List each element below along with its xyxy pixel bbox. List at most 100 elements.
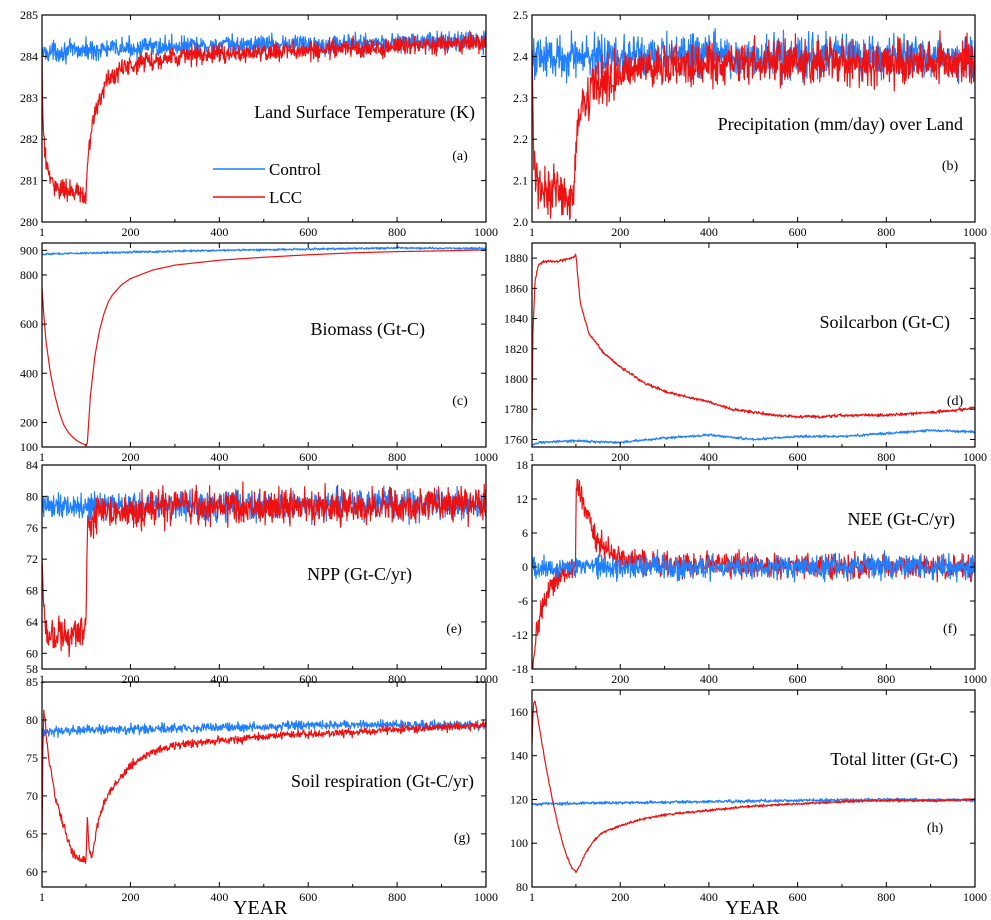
y-tick-label: 60 [26,646,38,660]
y-tick-label: 285 [20,8,38,22]
y-tick-label: 2.5 [513,8,528,22]
series-line-lcc [42,249,486,446]
y-tick-label: 1840 [504,312,528,326]
panel-label: (b) [942,159,959,174]
panel-label: (f) [943,622,957,637]
panel-title: Soil respiration (Gt-C/yr) [291,771,474,792]
x-tick-label: 800 [877,450,895,464]
x-tick-label: 1000 [474,890,498,904]
y-tick-label: 282 [20,132,38,146]
y-tick-label: 900 [20,243,38,257]
y-tick-label: 84 [26,458,38,472]
x-tick-label: 600 [299,890,317,904]
y-tick-label: 2.0 [513,215,528,229]
x-tick-label: 600 [299,225,317,239]
y-tick-label: 80 [26,489,38,503]
y-tick-label: 1800 [504,372,528,386]
x-tick-label: 400 [210,890,228,904]
series-group [532,478,975,669]
panel-label: (h) [927,821,944,836]
y-tick-label: 0 [522,560,528,574]
y-tick-label: 600 [20,317,38,331]
x-tick-label: 1000 [474,225,498,239]
series-line-control [42,30,486,65]
x-tick-label: 400 [700,225,718,239]
x-tick-label: 1000 [963,890,987,904]
panel-title: Precipitation (mm/day) over Land [718,114,963,135]
y-tick-label: 2.3 [513,91,528,105]
panel-b: 1 200 400 600 800 1000 2.0 2.1 2.2 2.3 2.4 2.5 Preci… [513,8,987,239]
x-tick-label: 1000 [963,672,987,686]
x-tick-label: 1000 [963,450,987,464]
x-tick-label: 800 [877,225,895,239]
x-tick-label: 600 [789,890,807,904]
x-tick-label: 1 [529,450,535,464]
x-tick-label: 1 [39,450,45,464]
y-tick-label: 283 [20,91,38,105]
x-tick-label: 400 [700,450,718,464]
y-tick-label: 160 [510,705,528,719]
x-tick-label: 1 [39,890,45,904]
x-tick-label: 200 [121,225,139,239]
panel-title: Total litter (Gt-C) [830,749,958,770]
series-line-lcc [42,709,486,864]
panel-d: 1 200 400 600 800 1000 1760 1780 1800 1820 1840 186… [504,242,987,464]
y-tick-label: 200 [20,415,38,429]
series-group [532,27,975,221]
panel-label: (a) [452,149,468,164]
y-tick-label: 1880 [504,251,528,265]
x-tick-label: 1 [39,225,45,239]
y-tick-label: 281 [20,174,38,188]
panel-f: 1 200 400 600 800 1000 -18 -12 -6 0 6 12 18 NEE (Gt-C… [512,458,987,686]
panel-label: (d) [947,394,964,409]
x-tick-label: 400 [210,450,228,464]
y-tick-label: 80 [516,880,528,894]
y-tick-label: 1780 [504,402,528,416]
series-group [42,30,486,205]
x-tick-label: 200 [611,225,629,239]
y-tick-label: -18 [512,662,528,676]
series-line-control [532,428,975,447]
x-tick-label: 200 [611,672,629,686]
y-tick-label: 2.4 [513,49,528,63]
x-tick-label: 400 [700,890,718,904]
panel-label: (c) [452,394,468,409]
x-tick-label: 600 [789,225,807,239]
y-tick-label: 64 [26,615,38,629]
panel-title: NEE (Gt-C/yr) [848,509,955,530]
y-tick-label: 140 [510,749,528,763]
y-tick-label: 65 [26,827,38,841]
series-group [42,246,486,446]
y-tick-label: 58 [26,662,38,676]
x-tick-label: 600 [789,672,807,686]
y-tick-label: 284 [20,49,38,63]
y-tick-label: 1760 [504,432,528,446]
series-group [532,253,975,447]
plot-frame [41,242,487,448]
x-tick-label: 1 [39,672,45,686]
legend: Control LCC [213,160,321,207]
y-tick-label: 2.2 [513,132,528,146]
y-tick-label: 85 [26,675,38,689]
series-group [42,709,486,864]
series-line-control [42,246,486,256]
x-axis-title-right: YEAR [725,897,780,919]
x-tick-label: 800 [877,672,895,686]
y-tick-label: 72 [26,552,38,566]
series-group [42,481,486,658]
y-tick-label: 280 [20,215,38,229]
y-tick-label: 68 [26,584,38,598]
panel-c: 1 200 400 600 800 1000 100 200 400 600 800 900 Bioma… [20,242,498,464]
legend-label-control: Control [269,160,321,179]
y-tick-label: 2.1 [513,174,528,188]
y-tick-label: 70 [26,789,38,803]
x-tick-label: 800 [388,890,406,904]
y-tick-label: 1860 [504,281,528,295]
series-line-lcc [532,253,975,426]
panel-g: 1 200 400 600 800 1000 60 65 70 75 80 85 Soil respir… [26,675,498,904]
x-tick-label: 200 [121,450,139,464]
x-tick-label: 400 [210,225,228,239]
series-line-lcc [42,31,486,205]
